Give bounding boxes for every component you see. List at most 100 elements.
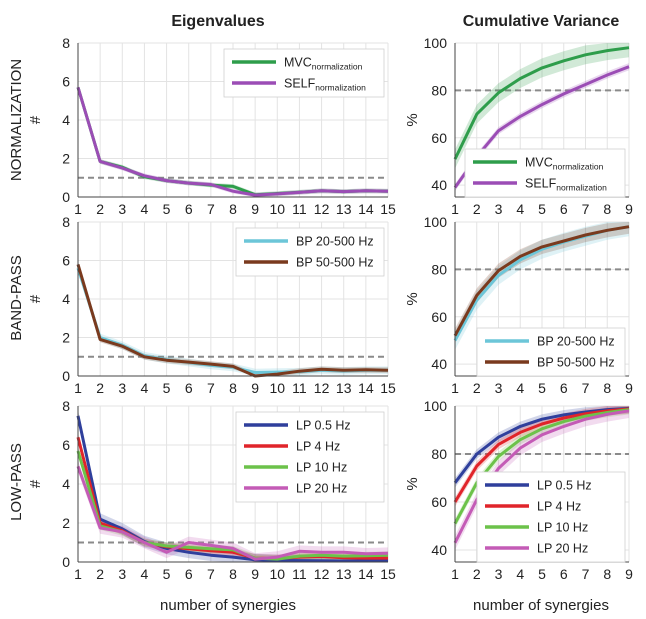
x-tick-label: 5 bbox=[163, 566, 171, 582]
y-tick-label: 2 bbox=[62, 515, 70, 531]
legend-label-subscript: normalization bbox=[312, 62, 363, 72]
y-tick-label: 40 bbox=[431, 177, 447, 193]
series-band bbox=[455, 63, 629, 192]
row-label-lowpass: LOW-PASS bbox=[8, 443, 25, 521]
y-tick-label: 60 bbox=[431, 309, 447, 325]
y-tick-label: 4 bbox=[62, 291, 70, 307]
x-tick-label: 4 bbox=[516, 201, 524, 217]
legend-label: LP 20 Hz bbox=[537, 542, 588, 556]
x-tick-label: 3 bbox=[118, 566, 126, 582]
x-tick-label: 8 bbox=[603, 380, 611, 396]
legend-label: BP 20-500 Hz bbox=[537, 335, 615, 349]
x-tick-label: 11 bbox=[292, 201, 307, 217]
x-tick-label: 3 bbox=[118, 380, 126, 396]
x-tick-label: 2 bbox=[96, 201, 104, 217]
x-tick-label: 12 bbox=[314, 566, 330, 582]
panel-cum-lowpass: 1 2 3 4 5 6 7 8 9 40 60 80 100% LP 0.5 Hz LP 4 Hz LP 10… bbox=[404, 398, 633, 582]
x-tick-label: 5 bbox=[163, 380, 171, 396]
y-tick-label: 6 bbox=[62, 437, 70, 453]
legend: BP 20-500 Hz BP 50-500 Hz bbox=[476, 327, 626, 377]
x-tick-label: 8 bbox=[603, 201, 611, 217]
y-tick-label: 100 bbox=[424, 35, 448, 51]
y-tick-label: 0 bbox=[62, 554, 70, 570]
x-tick-label: 15 bbox=[380, 201, 396, 217]
series-line bbox=[453, 46, 630, 160]
legend-box bbox=[476, 327, 626, 377]
x-tick-label: 6 bbox=[185, 380, 193, 396]
x-tick-label: 1 bbox=[451, 201, 459, 217]
legend-label: BP 20-500 Hz bbox=[296, 235, 374, 249]
legend: LP 0.5 Hz LP 4 Hz LP 10 Hz LP 20 Hz bbox=[235, 411, 385, 503]
x-tick-label: 3 bbox=[495, 201, 503, 217]
legend-label: LP 10 Hz bbox=[296, 461, 347, 475]
row-label-bandpass: BAND-PASS bbox=[8, 255, 25, 341]
x-tick-label: 15 bbox=[380, 566, 396, 582]
y-tick-label: 6 bbox=[62, 253, 70, 269]
x-tick-label: 4 bbox=[516, 566, 524, 582]
legend-label: LP 20 Hz bbox=[296, 482, 347, 496]
legend-label: LP 4 Hz bbox=[537, 500, 581, 514]
x-tick-label: 4 bbox=[516, 380, 524, 396]
x-tick-label: 1 bbox=[451, 566, 459, 582]
x-tick-label: 9 bbox=[625, 380, 633, 396]
y-tick-label: 6 bbox=[62, 74, 70, 90]
x-tick-label: 3 bbox=[118, 201, 126, 217]
x-tick-label: 5 bbox=[538, 566, 546, 582]
x-tick-label: 10 bbox=[269, 380, 285, 396]
x-tick-label: 8 bbox=[229, 201, 237, 217]
legend-label: BP 50-500 Hz bbox=[296, 256, 374, 270]
x-tick-label: 9 bbox=[251, 201, 259, 217]
y-tick-label: 60 bbox=[431, 130, 447, 146]
legend-label: LP 4 Hz bbox=[296, 440, 340, 454]
x-tick-label: 13 bbox=[336, 566, 352, 582]
legend: BP 20-500 Hz BP 50-500 Hz bbox=[235, 227, 385, 277]
x-tick-label: 5 bbox=[538, 201, 546, 217]
x-tick-label: 7 bbox=[207, 380, 215, 396]
x-tick-label: 1 bbox=[451, 380, 459, 396]
series-line bbox=[453, 407, 630, 503]
x-tick-label: 5 bbox=[163, 201, 171, 217]
x-tick-label: 2 bbox=[473, 201, 481, 217]
x-tick-label: 9 bbox=[625, 566, 633, 582]
x-tick-label: 6 bbox=[560, 380, 568, 396]
x-tick-label: 12 bbox=[314, 380, 330, 396]
x-tick-label: 11 bbox=[292, 380, 307, 396]
legend-box bbox=[464, 148, 626, 198]
x-tick-label: 7 bbox=[582, 380, 590, 396]
x-tick-label: 4 bbox=[141, 566, 149, 582]
panels: 1 2 3 4 5 6 7 8 9 10 11 12 13 14 1502468#MVCnormalizat… bbox=[27, 35, 633, 582]
legend-box bbox=[223, 48, 385, 98]
x-tick-label: 6 bbox=[185, 566, 193, 582]
x-tick-label: 8 bbox=[229, 380, 237, 396]
legend-label: BP 50-500 Hz bbox=[537, 356, 615, 370]
x-tick-label: 13 bbox=[336, 380, 352, 396]
series-band bbox=[455, 406, 629, 507]
legend-label-subscript: normalization bbox=[315, 83, 366, 93]
x-tick-label: 4 bbox=[141, 380, 149, 396]
panel-cum-bandpass: 1 2 3 4 5 6 7 8 9 40 60 80 100% BP 20-500 Hz BP 50-500… bbox=[404, 214, 633, 396]
panel-cum-normalization: 1 2 3 4 5 6 7 8 9 40 60 80 100% MVCnormalizationSELFn… bbox=[404, 35, 633, 217]
x-axis-label-right: number of synergies bbox=[473, 597, 609, 614]
legend-label: LP 0.5 Hz bbox=[537, 479, 592, 493]
series-line bbox=[453, 225, 630, 337]
x-tick-label: 8 bbox=[603, 566, 611, 582]
x-tick-label: 12 bbox=[314, 201, 330, 217]
x-tick-label: 14 bbox=[358, 201, 374, 217]
y-tick-label: 2 bbox=[62, 330, 70, 346]
left-column-title: Eigenvalues bbox=[171, 13, 264, 30]
y-tick-label: 100 bbox=[424, 214, 448, 230]
x-tick-label: 5 bbox=[538, 380, 546, 396]
x-tick-label: 6 bbox=[185, 201, 193, 217]
y-tick-label: 8 bbox=[62, 35, 70, 51]
x-tick-label: 4 bbox=[141, 201, 149, 217]
series-line bbox=[453, 65, 630, 189]
legend-label-subscript: normalization bbox=[553, 162, 604, 172]
y-tick-label: 0 bbox=[62, 189, 70, 205]
y-tick-label: 40 bbox=[431, 542, 447, 558]
x-tick-label: 3 bbox=[495, 380, 503, 396]
y-tick-label: 8 bbox=[62, 214, 70, 230]
x-tick-label: 14 bbox=[358, 380, 374, 396]
